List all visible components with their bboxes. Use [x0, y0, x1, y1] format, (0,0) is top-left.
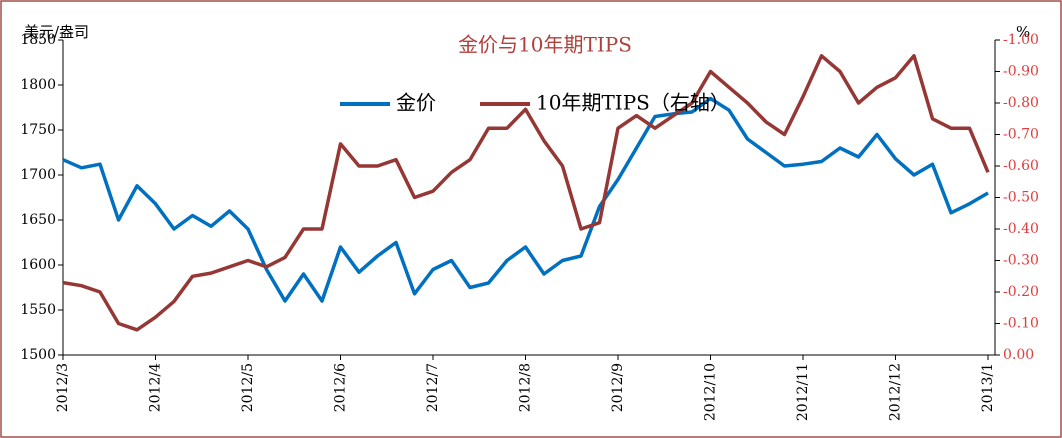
y-tick-label: 1850	[20, 32, 56, 48]
y2-tick-label: -0.60	[1003, 158, 1039, 174]
x-tick-label: 2012/7	[425, 363, 441, 412]
y-tick-label: 1600	[20, 257, 56, 273]
y2-tick-label: -1.00	[1003, 32, 1039, 48]
y2-tick-label: -0.30	[1003, 253, 1039, 269]
y2-tick-label: -0.50	[1003, 190, 1039, 206]
x-tick-label: 2012/6	[333, 363, 349, 412]
y-axis-label: 美元/盎司	[24, 23, 89, 41]
series-line	[62, 96, 989, 303]
legend-label: 10年期TIPS（右轴）	[536, 91, 730, 115]
y-tick-label: 1550	[20, 302, 56, 318]
y2-tick-label: -0.40	[1003, 221, 1039, 237]
y2-tick-label: -0.10	[1003, 316, 1039, 332]
y-tick-label: 1700	[20, 167, 56, 183]
y2-tick-label: -0.80	[1003, 95, 1039, 111]
y2-axis-label: %	[1016, 23, 1030, 41]
series-line	[62, 54, 990, 332]
x-tick-label: 2012/12	[888, 363, 904, 421]
x-tick-label: 2012/4	[148, 363, 164, 412]
y-tick-label: 1800	[20, 77, 56, 93]
x-tick-label: 2013/1	[980, 363, 996, 412]
y2-tick-label: -0.20	[1003, 284, 1039, 300]
x-tick-label: 2012/8	[518, 363, 534, 412]
y-tick-label: 1750	[20, 122, 56, 138]
y2-tick-label: -0.90	[1003, 64, 1039, 80]
x-tick-label: 2012/10	[703, 363, 719, 421]
legend-label: 金价	[396, 91, 436, 115]
chart-title: 金价与10年期TIPS	[458, 33, 632, 57]
y-tick-label: 1500	[20, 347, 56, 363]
x-tick-label: 2012/3	[55, 363, 71, 412]
x-tick-label: 2012/5	[240, 363, 256, 412]
y2-tick-label: -0.70	[1003, 127, 1039, 143]
x-tick-label: 2012/11	[795, 363, 811, 421]
x-tick-label: 2012/9	[610, 363, 626, 412]
y-tick-label: 1650	[20, 212, 56, 228]
y2-tick-label: 0.00	[1003, 347, 1034, 363]
